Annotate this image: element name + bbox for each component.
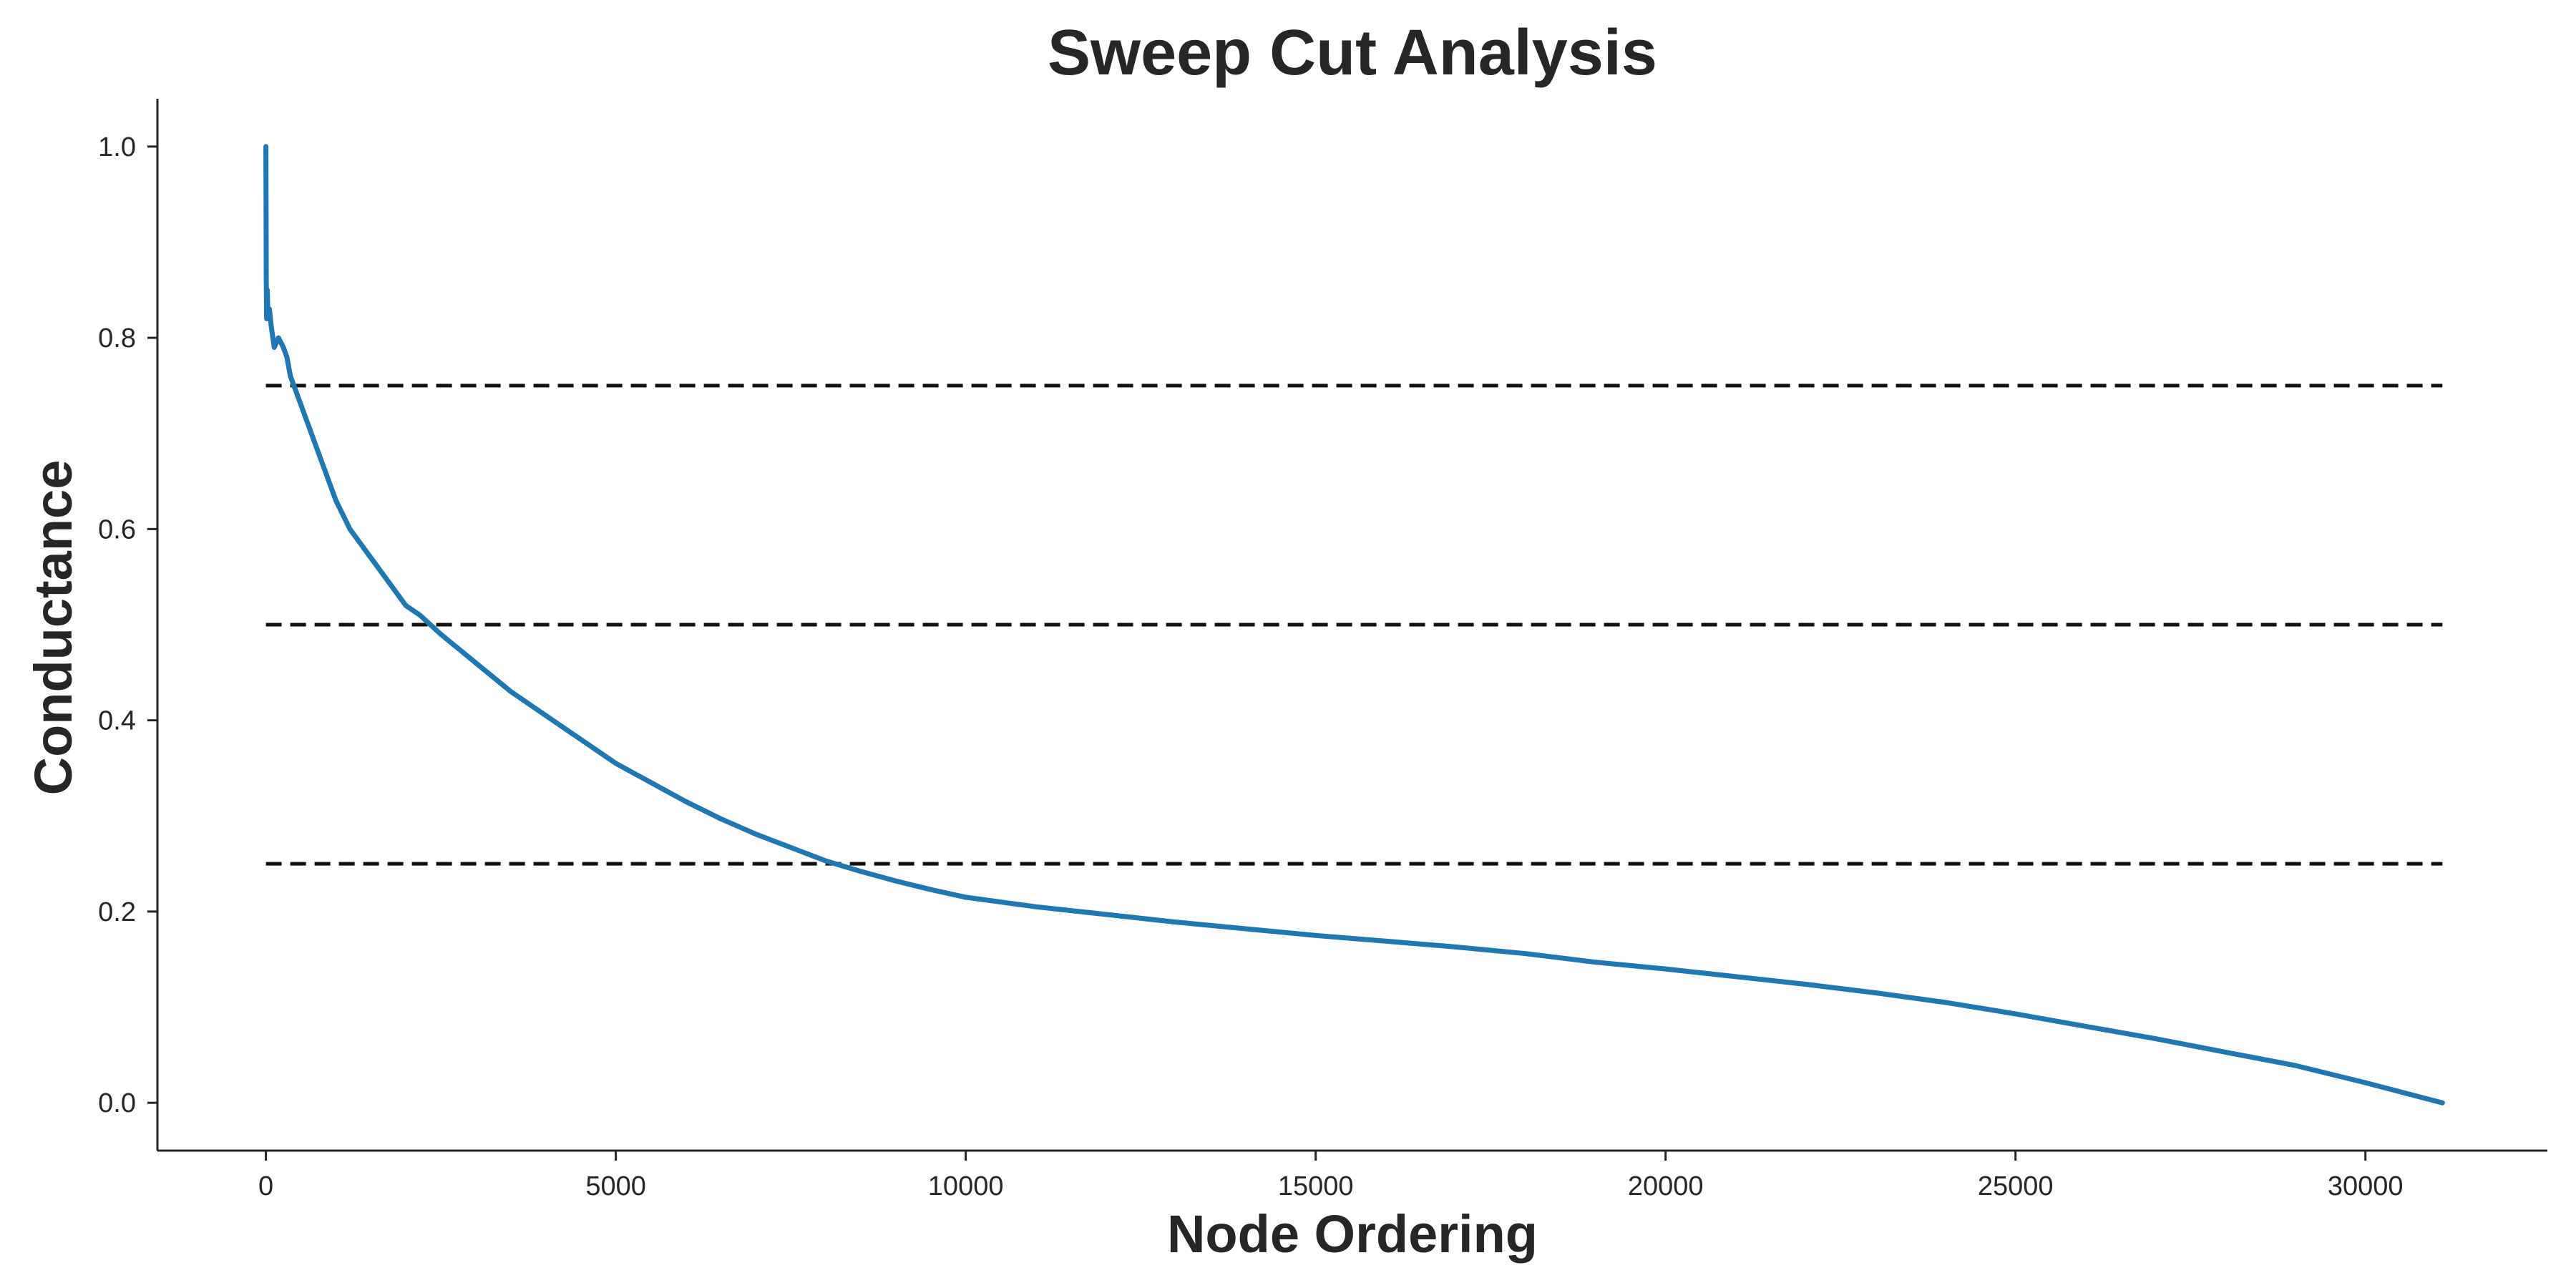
y-axis-label: Conductance	[24, 460, 83, 796]
x-tick-label: 20000	[1628, 1171, 1704, 1201]
reference-lines	[265, 384, 2443, 866]
y-tick-label: 0.4	[98, 706, 136, 736]
conductance-series-line	[263, 144, 2445, 1106]
y-tick-label: 1.0	[98, 132, 136, 162]
y-tick-label: 0.0	[98, 1088, 136, 1118]
x-tick-label: 25000	[1978, 1171, 2054, 1201]
x-tick-label: 5000	[585, 1171, 646, 1201]
y-tick-label: 0.8	[98, 323, 136, 353]
x-tick-label: 0	[258, 1171, 273, 1201]
x-tick-label: 10000	[928, 1171, 1004, 1201]
series-layer	[263, 144, 2445, 1106]
x-tick-label: 30000	[2328, 1171, 2404, 1201]
y-tick-label: 0.2	[98, 897, 136, 927]
x-axis-label: Node Ordering	[1167, 1204, 1538, 1264]
ticks-layer: 0 5000 10000 15000 20000 25000 30000 0.0 0.2 0.4 0…	[98, 132, 2403, 1201]
x-tick-label: 15000	[1278, 1171, 1354, 1201]
y-tick-label: 0.6	[98, 514, 136, 545]
chart-title: Sweep Cut Analysis	[1048, 17, 1657, 89]
